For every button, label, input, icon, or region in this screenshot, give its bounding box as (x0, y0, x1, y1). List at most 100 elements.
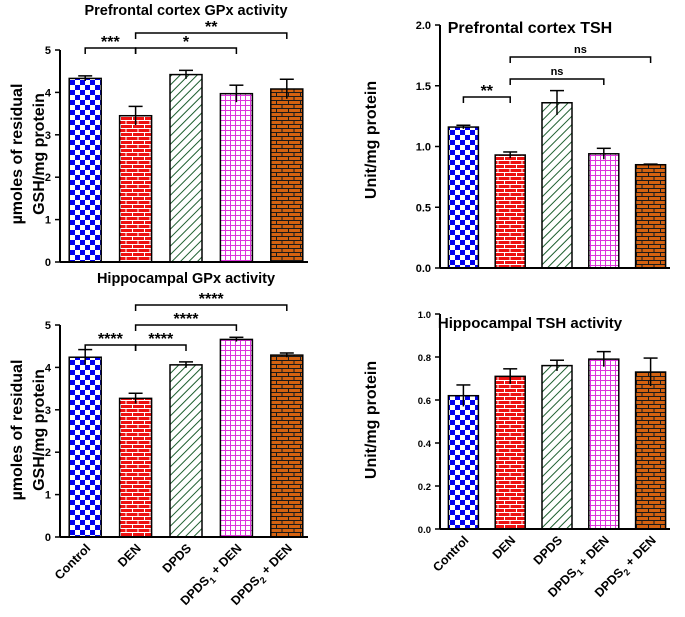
significance-label: ** (205, 19, 218, 36)
bar-dpds2-den (634, 163, 667, 269)
bar-dpds (541, 102, 573, 269)
bar-control (447, 126, 480, 269)
error-bar (643, 163, 658, 166)
y-tick-label: 2.0 (416, 20, 431, 32)
y-tick-label: 0 (45, 532, 51, 544)
chart-title: Hippocampal TSH activity (438, 315, 623, 332)
significance-label: * (183, 34, 190, 51)
bar-control (447, 394, 480, 530)
bar-den (118, 114, 153, 263)
y-axis-label: Unit/mg protein (363, 81, 380, 199)
error-bar (550, 89, 564, 115)
significance-bracket: **** (134, 311, 238, 331)
error-bar (596, 147, 611, 160)
y-tick-label: 0.0 (418, 525, 431, 536)
y-tick-label: 2 (45, 447, 51, 459)
error-bar (279, 78, 294, 99)
bar-dpds (169, 364, 203, 538)
y-tick-label: 0.0 (416, 263, 431, 275)
significance-label: ** (481, 83, 494, 100)
y-tick-label: 3 (45, 405, 51, 417)
y-tick-label: 2 (45, 172, 51, 184)
y-axis-label: µmoles of residual (9, 84, 26, 225)
y-tick-label: 0.5 (416, 202, 431, 214)
bar-dpds1-den (219, 338, 254, 538)
significance-bracket: * (134, 34, 238, 54)
chart-title: Hippocampal GPx activity (97, 271, 275, 287)
significance-label: **** (174, 311, 200, 328)
y-tick-label: 5 (45, 320, 51, 332)
y-tick-label: 1.0 (416, 142, 431, 154)
x-tick-label: DEN (490, 533, 519, 562)
y-tick-label: 0.4 (418, 439, 432, 450)
error-bar (229, 336, 244, 342)
y-tick-label: 5 (45, 45, 51, 57)
bar-dpds1-den (588, 358, 620, 530)
y-tick-label: 4 (45, 87, 52, 99)
y-tick-label: 0.8 (418, 353, 431, 364)
error-bar (456, 384, 471, 407)
error-bar (128, 392, 143, 404)
significance-label: ns (551, 66, 564, 78)
bar-dpds2-den (634, 371, 667, 530)
bar-dpds1-den (588, 153, 620, 269)
y-axis-label: Unit/mg protein (363, 361, 380, 479)
bar-dpds (169, 73, 203, 263)
significance-bracket: ** (462, 83, 511, 103)
significance-label: **** (98, 331, 124, 348)
y-axis-label: GSH/mg protein (31, 93, 48, 215)
bar-den (494, 154, 526, 269)
bar-dpds1-den (219, 92, 254, 263)
bar-den (494, 375, 526, 530)
error-bar (550, 359, 564, 371)
chart-title: Prefrontal cortex GPx activity (84, 3, 287, 19)
y-tick-label: 0.6 (418, 396, 431, 407)
y-tick-label: 0.2 (418, 482, 431, 493)
chart-pfc-tsh: Prefrontal cortex TSH Unit/mg protein 0.0 0… (363, 20, 670, 275)
y-tick-label: 0 (45, 257, 51, 269)
significance-label: **** (199, 291, 225, 308)
bar-dpds2-den (270, 354, 304, 538)
y-tick-label: 1.0 (418, 310, 431, 321)
x-tick-label: Control (430, 533, 471, 574)
significance-bracket: ns (509, 44, 652, 63)
significance-bracket: **** (134, 291, 288, 311)
error-bar (179, 69, 193, 79)
y-tick-label: 1.5 (416, 81, 431, 93)
significance-bracket: ns (509, 66, 605, 85)
y-tick-label: 4 (45, 362, 52, 374)
chart-pfc-gpx: Prefrontal cortex GPx activity µmoles of … (9, 3, 308, 269)
y-tick-label: 1 (45, 490, 51, 502)
bar-den (118, 397, 153, 538)
error-bar (643, 357, 658, 387)
significance-bracket: **** (134, 331, 187, 351)
x-tick-label: Control (52, 541, 93, 582)
significance-bracket: **** (84, 331, 137, 351)
significance-label: **** (148, 331, 174, 348)
chart-title: Prefrontal cortex TSH (448, 20, 612, 37)
significance-bracket: *** (84, 34, 137, 54)
error-bar (456, 124, 471, 129)
significance-bracket: ** (134, 19, 288, 39)
significance-label: *** (101, 34, 120, 51)
error-bar (78, 75, 93, 81)
error-bar (503, 368, 518, 384)
error-bar (596, 350, 611, 367)
chart-hip-tsh: Hippocampal TSH activity Unit/mg protein 0… (363, 310, 670, 600)
bar-dpds2-den (270, 88, 304, 263)
y-axis-label: GSH/mg protein (31, 369, 48, 491)
y-tick-label: 3 (45, 130, 51, 142)
y-tick-label: 1 (45, 215, 51, 227)
error-bar (128, 105, 143, 126)
error-bar (229, 84, 244, 103)
bar-control (68, 356, 102, 538)
y-axis-label: µmoles of residual (9, 360, 26, 501)
error-bar (279, 352, 294, 358)
significance-label: ns (574, 44, 587, 56)
chart-hip-gpx: Hippocampal GPx activity µmoles of residu… (9, 271, 308, 608)
x-tick-label: DPDS (531, 533, 565, 567)
bar-control (68, 77, 102, 263)
x-tick-label: DEN (115, 541, 144, 570)
error-bar (503, 151, 518, 159)
